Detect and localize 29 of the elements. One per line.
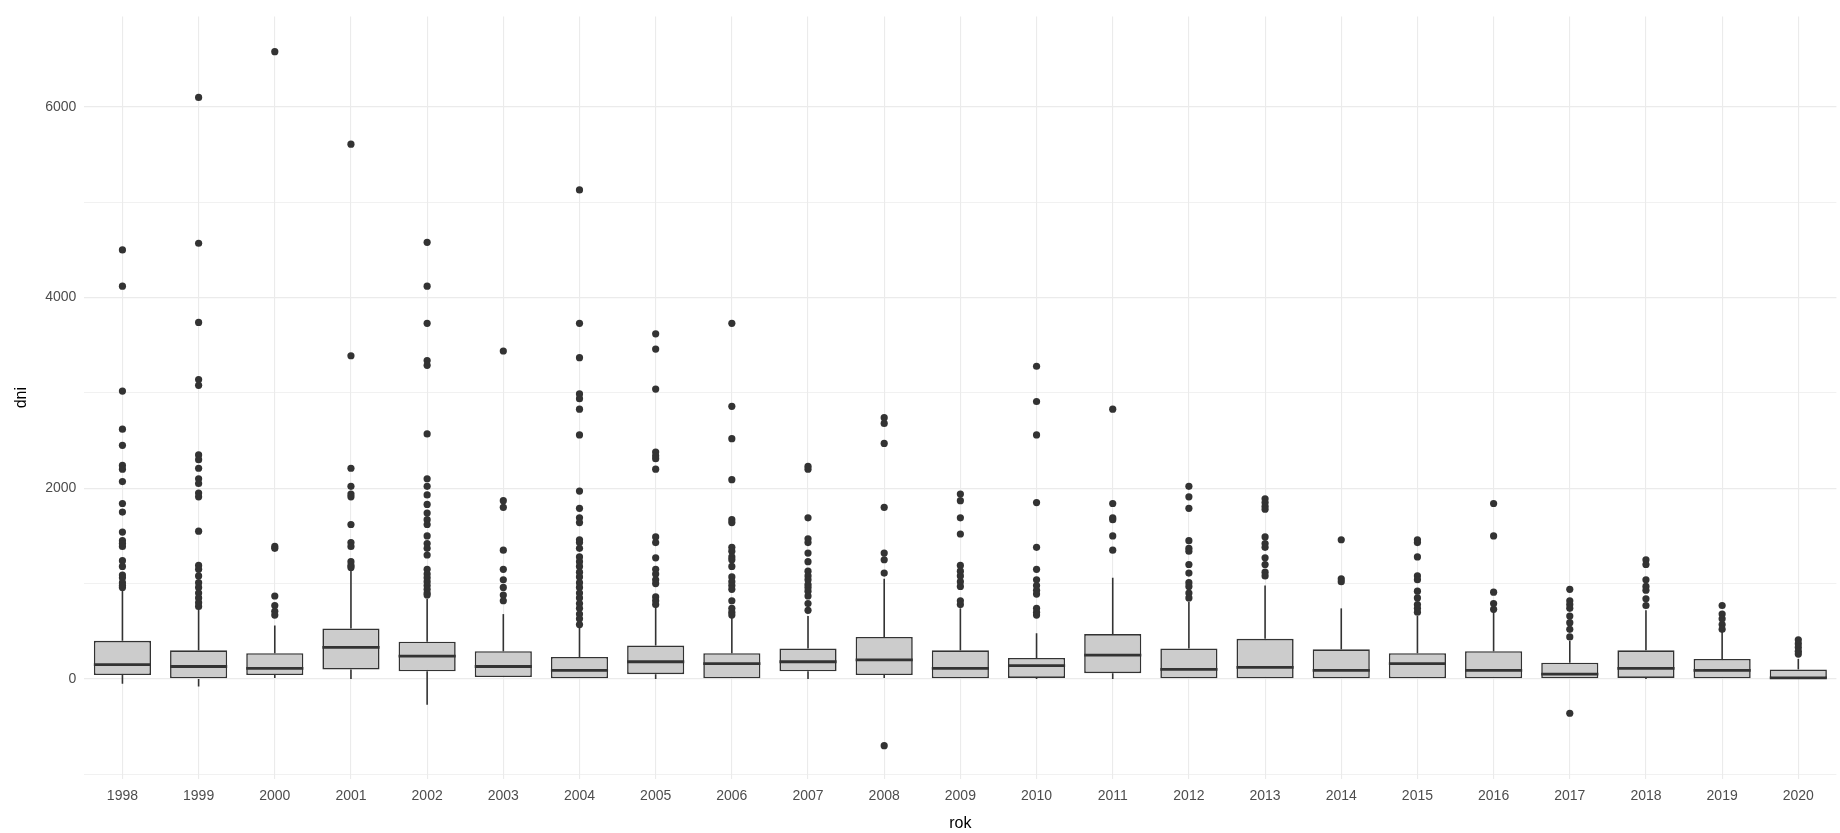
x-tick-label: 2010 <box>1020 787 1053 804</box>
x-tick-label: 2008 <box>868 787 900 804</box>
x-tick-label: 1999 <box>183 787 215 804</box>
x-tick-label: 1998 <box>106 787 139 804</box>
x-tick-label: 2006 <box>716 787 748 804</box>
y-tick-label: 0 <box>68 669 77 686</box>
y-tick-label: 4000 <box>45 288 77 305</box>
x-tick-label: 2017 <box>1554 787 1586 804</box>
x-tick-label: 2009 <box>944 787 977 804</box>
x-tick-label: 2003 <box>487 787 520 804</box>
y-tick-label: 6000 <box>45 97 77 114</box>
x-tick-label: 2000 <box>259 787 291 804</box>
x-tick-label: 2007 <box>792 787 824 804</box>
x-tick-label: 2001 <box>335 787 367 804</box>
x-axis-title: rok <box>949 813 973 831</box>
x-tick-label: 2011 <box>1097 787 1128 804</box>
y-tick-label: 2000 <box>45 479 77 496</box>
x-tick-label: 2019 <box>1706 787 1738 804</box>
x-tick-label: 2020 <box>1782 787 1815 804</box>
x-tick-label: 2016 <box>1478 787 1510 804</box>
x-tick-label: 2015 <box>1401 787 1434 804</box>
x-tick-label: 2012 <box>1173 787 1205 804</box>
x-tick-label: 2004 <box>563 787 596 804</box>
x-tick-label: 2018 <box>1630 787 1662 804</box>
x-tick-label: 2005 <box>640 787 672 804</box>
x-tick-label: 2014 <box>1325 787 1358 804</box>
x-tick-label: 2002 <box>411 787 443 804</box>
y-axis-title: dni <box>12 387 30 409</box>
x-tick-label: 2013 <box>1249 787 1281 804</box>
